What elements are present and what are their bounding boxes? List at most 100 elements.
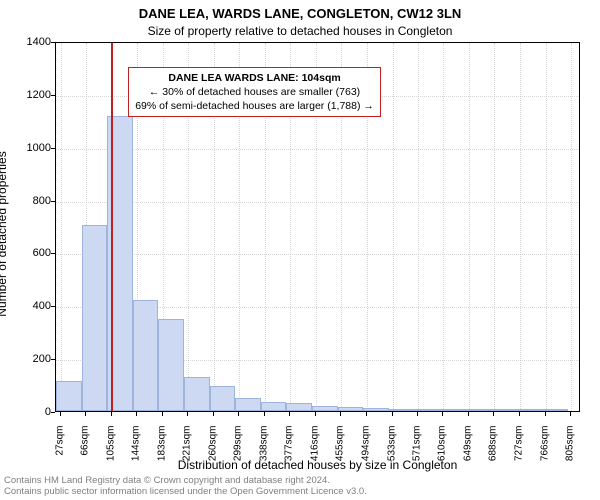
- histogram-bar: [440, 409, 466, 411]
- xtick-label: 260sqm: [207, 426, 218, 466]
- histogram-bar: [82, 225, 108, 411]
- ytick-label: 600: [11, 247, 51, 259]
- xtick-label: 144sqm: [131, 426, 142, 466]
- gridline-v: [61, 43, 62, 411]
- histogram-bar: [542, 409, 568, 411]
- xtick-label: 727sqm: [513, 426, 524, 466]
- histogram-bar: [312, 406, 338, 411]
- ytick-label: 800: [11, 195, 51, 207]
- xtick-label: 805sqm: [565, 426, 576, 466]
- ytick-mark: [51, 148, 55, 149]
- gridline-h: [56, 149, 579, 150]
- ytick-mark: [51, 359, 55, 360]
- chart-root: DANE LEA, WARDS LANE, CONGLETON, CW12 3L…: [0, 0, 600, 500]
- xtick-mark: [392, 412, 393, 416]
- xtick-mark: [442, 412, 443, 416]
- xtick-label: 221sqm: [181, 426, 192, 466]
- xtick-label: 610sqm: [437, 426, 448, 466]
- xtick-label: 183sqm: [156, 426, 167, 466]
- histogram-bar: [363, 408, 389, 411]
- gridline-v: [393, 43, 394, 411]
- ytick-label: 1000: [11, 142, 51, 154]
- ytick-label: 400: [11, 300, 51, 312]
- chart-title: DANE LEA, WARDS LANE, CONGLETON, CW12 3L…: [0, 6, 600, 21]
- histogram-bar: [389, 409, 415, 411]
- annotation-title: DANE LEA WARDS LANE: 104sqm: [135, 71, 374, 85]
- xtick-mark: [493, 412, 494, 416]
- xtick-mark: [213, 412, 214, 416]
- gridline-v: [443, 43, 444, 411]
- histogram-bar: [261, 402, 287, 411]
- histogram-bar: [56, 381, 82, 411]
- histogram-bar: [491, 409, 517, 411]
- attribution-line1: Contains HM Land Registry data © Crown c…: [4, 475, 330, 486]
- xtick-label: 533sqm: [386, 426, 397, 466]
- histogram-bar: [517, 409, 543, 411]
- histogram-bar: [338, 407, 364, 411]
- xtick-label: 416sqm: [309, 426, 320, 466]
- xtick-mark: [289, 412, 290, 416]
- xtick-mark: [238, 412, 239, 416]
- xtick-label: 688sqm: [488, 426, 499, 466]
- histogram-bar: [286, 403, 312, 411]
- ytick-mark: [51, 306, 55, 307]
- gridline-h: [56, 202, 579, 203]
- gridline-v: [418, 43, 419, 411]
- annotation-line2: ← 30% of detached houses are smaller (76…: [135, 85, 374, 99]
- attribution-line2: Contains public sector information licen…: [4, 486, 367, 497]
- histogram-bar: [158, 319, 184, 412]
- ytick-mark: [51, 42, 55, 43]
- gridline-v: [571, 43, 572, 411]
- xtick-mark: [340, 412, 341, 416]
- xtick-mark: [85, 412, 86, 416]
- xtick-label: 27sqm: [54, 426, 65, 466]
- annotation-line3: 69% of semi-detached houses are larger (…: [135, 99, 374, 113]
- xtick-mark: [468, 412, 469, 416]
- ytick-label: 1200: [11, 89, 51, 101]
- attribution-text: Contains HM Land Registry data © Crown c…: [4, 476, 367, 498]
- histogram-bar: [133, 300, 159, 411]
- gridline-v: [469, 43, 470, 411]
- histogram-bar: [466, 409, 492, 411]
- xtick-label: 377sqm: [284, 426, 295, 466]
- ytick-label: 1400: [11, 36, 51, 48]
- histogram-bar: [210, 386, 236, 411]
- xtick-mark: [417, 412, 418, 416]
- ytick-label: 200: [11, 353, 51, 365]
- xtick-label: 649sqm: [462, 426, 473, 466]
- gridline-v: [546, 43, 547, 411]
- ytick-mark: [51, 253, 55, 254]
- y-axis-label: Number of detached properties: [0, 151, 9, 316]
- xtick-label: 105sqm: [105, 426, 116, 466]
- chart-subtitle: Size of property relative to detached ho…: [0, 24, 600, 38]
- xtick-mark: [545, 412, 546, 416]
- xtick-label: 571sqm: [411, 426, 422, 466]
- xtick-mark: [60, 412, 61, 416]
- gridline-v: [520, 43, 521, 411]
- histogram-bar: [184, 377, 210, 411]
- xtick-mark: [187, 412, 188, 416]
- xtick-mark: [315, 412, 316, 416]
- property-annotation: DANE LEA WARDS LANE: 104sqm← 30% of deta…: [128, 67, 381, 118]
- xtick-mark: [162, 412, 163, 416]
- xtick-label: 494sqm: [361, 426, 372, 466]
- xtick-label: 766sqm: [539, 426, 550, 466]
- xtick-mark: [366, 412, 367, 416]
- xtick-label: 299sqm: [233, 426, 244, 466]
- xtick-mark: [519, 412, 520, 416]
- gridline-h: [56, 254, 579, 255]
- xtick-mark: [570, 412, 571, 416]
- ytick-mark: [51, 412, 55, 413]
- xtick-label: 455sqm: [335, 426, 346, 466]
- histogram-bar: [414, 409, 440, 411]
- gridline-v: [494, 43, 495, 411]
- ytick-mark: [51, 95, 55, 96]
- property-marker-line: [111, 43, 113, 411]
- xtick-mark: [264, 412, 265, 416]
- xtick-label: 338sqm: [258, 426, 269, 466]
- ytick-mark: [51, 201, 55, 202]
- xtick-label: 66sqm: [80, 426, 91, 466]
- histogram-bar: [235, 398, 261, 411]
- xtick-mark: [111, 412, 112, 416]
- ytick-label: 0: [11, 406, 51, 418]
